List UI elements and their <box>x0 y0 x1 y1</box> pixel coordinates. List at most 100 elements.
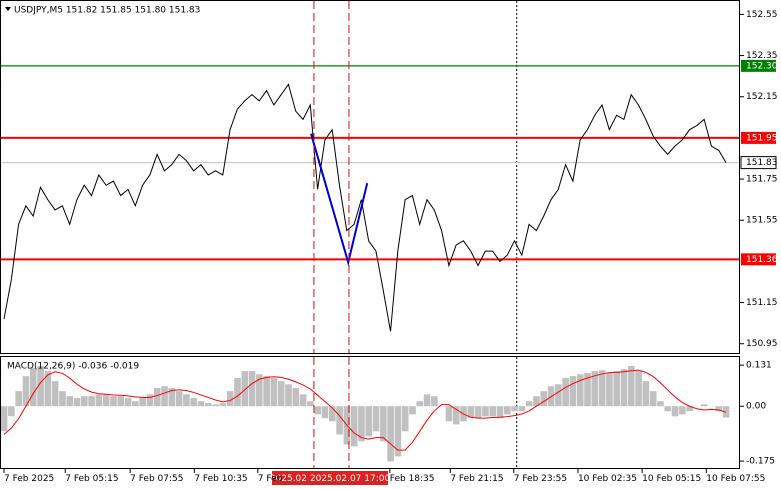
macd-bar <box>29 367 37 407</box>
macd-bar <box>175 391 183 407</box>
macd-bar <box>504 406 511 415</box>
trend-line <box>310 133 369 267</box>
x-tick-label: 7 Feb 10:35 <box>194 474 247 484</box>
macd-bar <box>292 388 300 407</box>
x-tick-label: 10 Feb 02:35 <box>578 474 637 484</box>
macd-bar <box>183 394 190 407</box>
y-tick-label: 151.55 <box>746 216 778 226</box>
macd-bar <box>248 371 256 407</box>
macd-bar <box>321 406 329 419</box>
x-tick-label: 7 Feb 2025 <box>4 474 54 484</box>
crosshair-box <box>272 471 388 485</box>
x-tick-label: 7 Feb 21:15 <box>450 474 503 484</box>
macd-bar <box>598 370 606 407</box>
macd-bar <box>256 374 263 407</box>
macd-bar <box>518 406 526 412</box>
macd-bar <box>270 378 278 407</box>
macd-bar <box>657 401 664 407</box>
macd-bar <box>496 406 504 419</box>
macd-bar <box>219 403 227 407</box>
y-tick-label: 152.15 <box>746 92 778 102</box>
macd-bar <box>328 406 336 422</box>
macd-bar <box>336 406 343 435</box>
macd-bar <box>642 381 650 407</box>
macd-bar <box>365 406 373 437</box>
menu-arrow <box>5 7 11 11</box>
macd-bar <box>66 396 74 407</box>
macd-bar <box>307 401 314 407</box>
macd-bar <box>37 366 44 407</box>
last-price-label: 151.83 <box>746 158 778 168</box>
macd-bar <box>0 406 8 432</box>
macd-bar <box>489 406 497 417</box>
level-label-box <box>741 131 776 144</box>
macd-bar <box>190 398 198 407</box>
level-label: 151.36 <box>746 255 778 265</box>
macd-bar <box>467 406 475 419</box>
macd-bar <box>664 406 672 412</box>
macd-bar <box>110 396 117 407</box>
macd-bar <box>124 398 132 407</box>
macd-bar <box>584 372 591 407</box>
y-tick-label: 0.00 <box>746 402 766 412</box>
macd-bar <box>212 404 219 407</box>
macd-bar <box>555 384 562 407</box>
crosshair-label: 2025.02 2025.02.07 17:00 <box>270 474 391 484</box>
macd-bar <box>44 371 52 407</box>
macd-bar <box>168 388 176 407</box>
y-tick-label: 151.15 <box>746 298 778 308</box>
macd-bar <box>350 406 358 447</box>
macd-bar <box>95 394 103 407</box>
macd-bar <box>73 398 81 407</box>
macd-bar <box>686 406 693 412</box>
macd-bar <box>416 401 424 407</box>
macd-bar <box>482 406 489 417</box>
macd-bar <box>452 406 460 425</box>
y-tick-label: 152.55 <box>746 10 778 20</box>
macd-bar <box>671 406 679 417</box>
macd-bar <box>59 391 66 407</box>
y-tick-label: 151.75 <box>746 175 778 185</box>
x-tick-label: 10 Feb 07:55 <box>706 474 765 484</box>
macd-bar <box>700 404 708 407</box>
price-panel <box>1 1 740 468</box>
macd-bar <box>423 394 431 407</box>
price-frame <box>0 0 740 354</box>
level-label: 152.30 <box>746 61 778 71</box>
macd-bar <box>299 394 307 407</box>
macd-bar <box>241 371 249 407</box>
level-label: 151.95 <box>746 133 778 143</box>
macd-bar <box>562 378 569 407</box>
macd-bar <box>715 406 723 412</box>
macd-bar <box>474 406 482 419</box>
macd-bar <box>51 381 59 407</box>
macd-bar <box>380 406 387 442</box>
x-tick-label: 10 Feb 05:15 <box>642 474 701 484</box>
level-label-box <box>741 253 776 266</box>
level-label-box <box>741 59 776 72</box>
macd-bar <box>197 401 205 407</box>
y-tick-label: 150.95 <box>746 339 778 349</box>
macd-bar <box>722 406 730 418</box>
macd-bar <box>314 406 321 415</box>
macd-bar <box>679 406 686 415</box>
macd-bar <box>525 401 533 407</box>
y-tick-label: 0.131 <box>746 361 772 371</box>
macd-bar <box>132 401 139 407</box>
macd-bar <box>431 396 438 407</box>
macd-bar <box>139 398 146 407</box>
macd-bar <box>226 391 234 407</box>
macd-bar <box>8 406 15 417</box>
price-line <box>3 83 727 332</box>
macd-panel <box>0 366 730 462</box>
macd-bar <box>635 371 642 407</box>
macd-bar <box>511 406 518 412</box>
x-tick-label: 7 Feb <box>258 474 283 484</box>
macd-bar <box>445 406 453 422</box>
x-tick-label: 7 Feb 05:15 <box>65 474 118 484</box>
macd-bar <box>285 384 292 407</box>
macd-bar <box>22 376 30 407</box>
macd-bar <box>387 406 394 462</box>
macd-bar <box>88 396 95 407</box>
x-tick-label: 7 Feb 23:55 <box>514 474 567 484</box>
